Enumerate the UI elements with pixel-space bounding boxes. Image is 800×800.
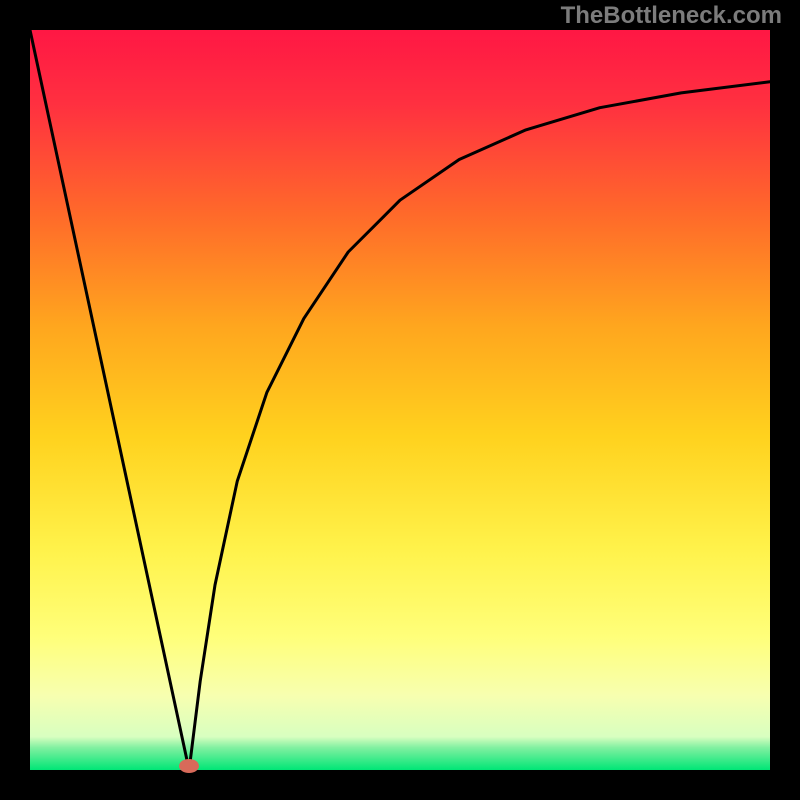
plot-area bbox=[30, 30, 770, 770]
optimum-marker bbox=[179, 759, 199, 773]
watermark-text: TheBottleneck.com bbox=[561, 2, 782, 30]
curve-overlay bbox=[30, 30, 770, 770]
chart-root: TheBottleneck.com bbox=[0, 0, 800, 800]
bottleneck-curve bbox=[30, 30, 770, 770]
